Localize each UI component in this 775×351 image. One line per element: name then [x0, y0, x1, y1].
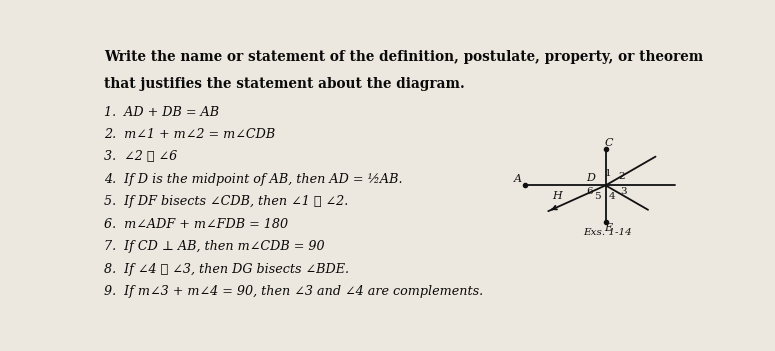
Text: H: H — [552, 191, 562, 201]
Text: Write the name or statement of the definition, postulate, property, or theorem: Write the name or statement of the defin… — [104, 50, 704, 64]
Text: that justifies the statement about the diagram.: that justifies the statement about the d… — [104, 77, 465, 91]
Text: A: A — [514, 174, 522, 184]
Text: 7.  If CD ⊥ AB, then m∠CDB = 90: 7. If CD ⊥ AB, then m∠CDB = 90 — [104, 240, 325, 253]
Text: 1: 1 — [604, 169, 611, 178]
Text: 4: 4 — [608, 192, 615, 200]
Text: 8.  If ∠4 ≅ ∠3, then DG bisects ∠BDE.: 8. If ∠4 ≅ ∠3, then DG bisects ∠BDE. — [104, 263, 349, 276]
Text: Exs. 1-14: Exs. 1-14 — [584, 228, 632, 237]
Text: 5: 5 — [594, 192, 600, 200]
Text: 4.  If D is the midpoint of AB, then AD = ½AB.: 4. If D is the midpoint of AB, then AD =… — [104, 173, 402, 186]
Text: 6.  m∠ADF + m∠FDB = 180: 6. m∠ADF + m∠FDB = 180 — [104, 218, 288, 231]
Text: 2: 2 — [618, 172, 625, 181]
Text: 5.  If DF bisects ∠CDB, then ∠1 ≅ ∠2.: 5. If DF bisects ∠CDB, then ∠1 ≅ ∠2. — [104, 196, 348, 208]
Text: 3.  ∠2 ≅ ∠6: 3. ∠2 ≅ ∠6 — [104, 151, 177, 164]
Text: 1.  AD + DB = AB: 1. AD + DB = AB — [104, 106, 219, 119]
Text: 3: 3 — [620, 187, 627, 196]
Text: D: D — [586, 173, 594, 183]
Text: E: E — [604, 223, 613, 233]
Text: 2.  m∠1 + m∠2 = m∠CDB: 2. m∠1 + m∠2 = m∠CDB — [104, 128, 275, 141]
Text: 6: 6 — [586, 187, 592, 196]
Text: 9.  If m∠3 + m∠4 = 90, then ∠3 and ∠4 are complements.: 9. If m∠3 + m∠4 = 90, then ∠3 and ∠4 are… — [104, 285, 483, 298]
Text: C: C — [605, 138, 614, 147]
